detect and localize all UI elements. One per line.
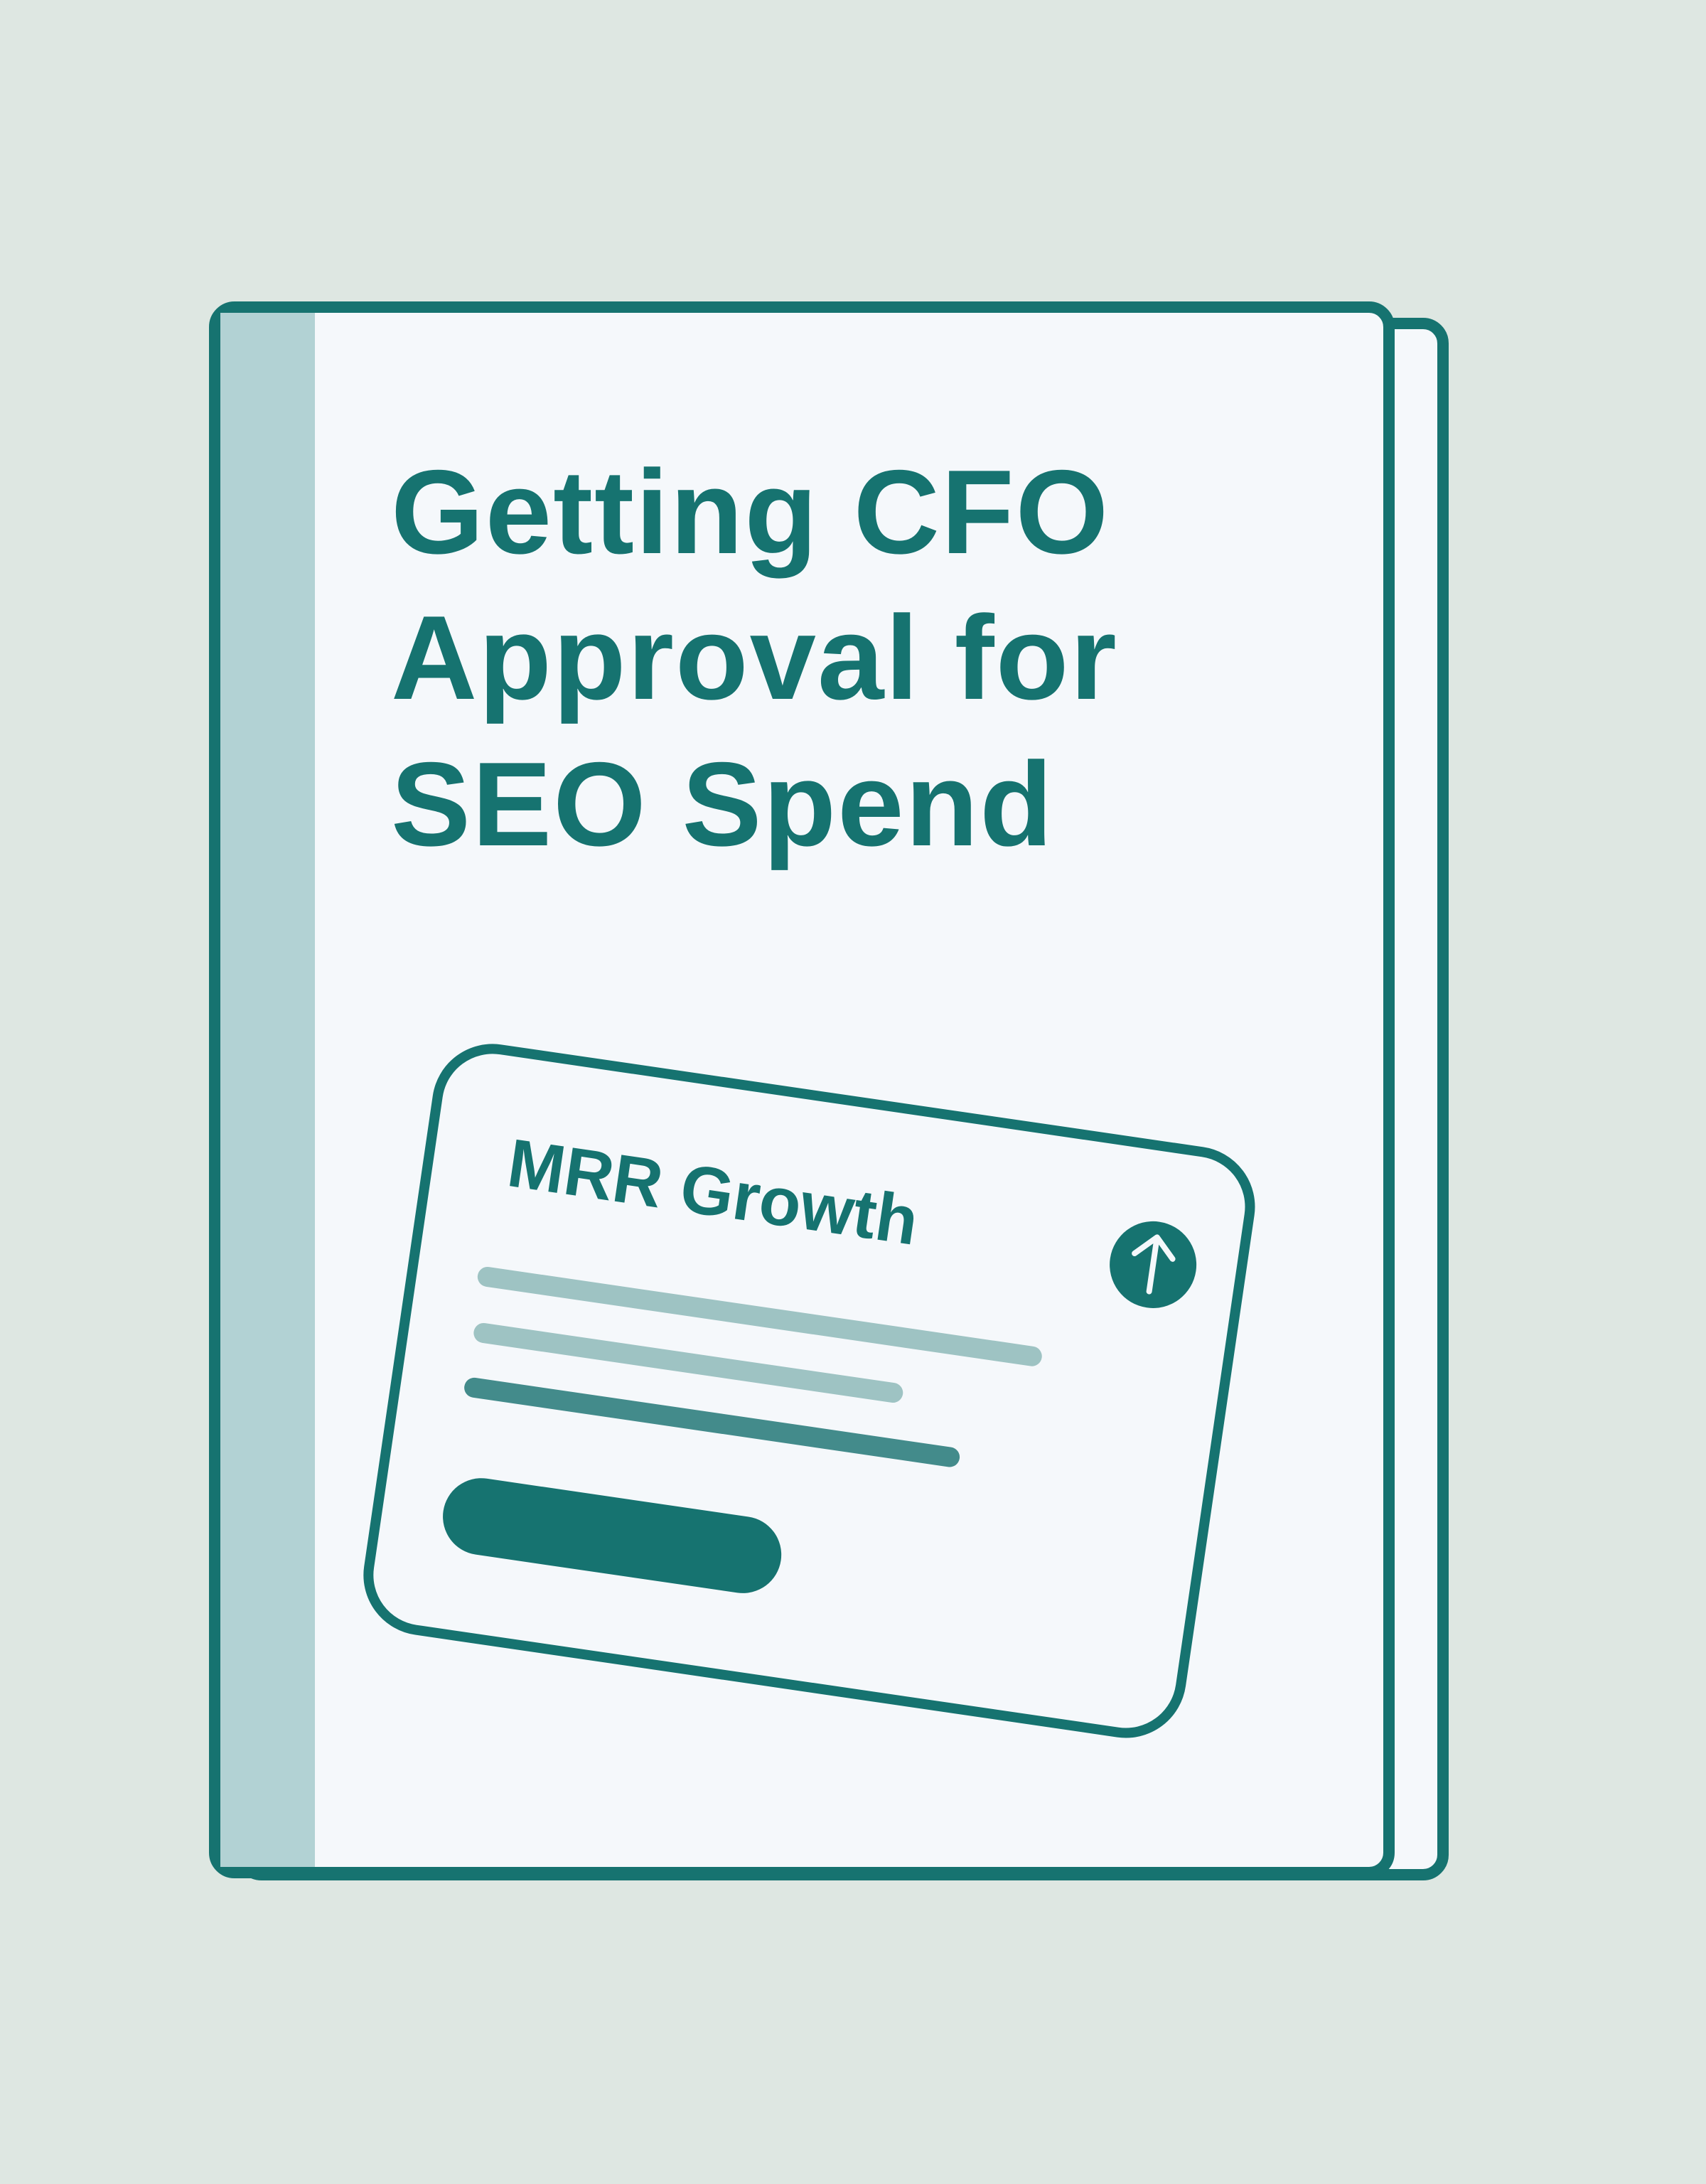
cover-spine [220,313,315,1867]
cover-title-line-2: Approval for [391,591,1118,724]
text-line-2 [473,1322,903,1403]
mrr-growth-card: MRR Growth [363,1044,1255,1738]
text-line-1 [477,1266,1042,1366]
cover-title-line-1: Getting CFO [391,445,1110,579]
card-button [443,1478,782,1593]
cover-title-line-3: SEO Spend [391,737,1054,871]
spine-corner [220,313,242,334]
arrow-up-icon [1110,1221,1197,1308]
text-line-3 [464,1377,960,1467]
